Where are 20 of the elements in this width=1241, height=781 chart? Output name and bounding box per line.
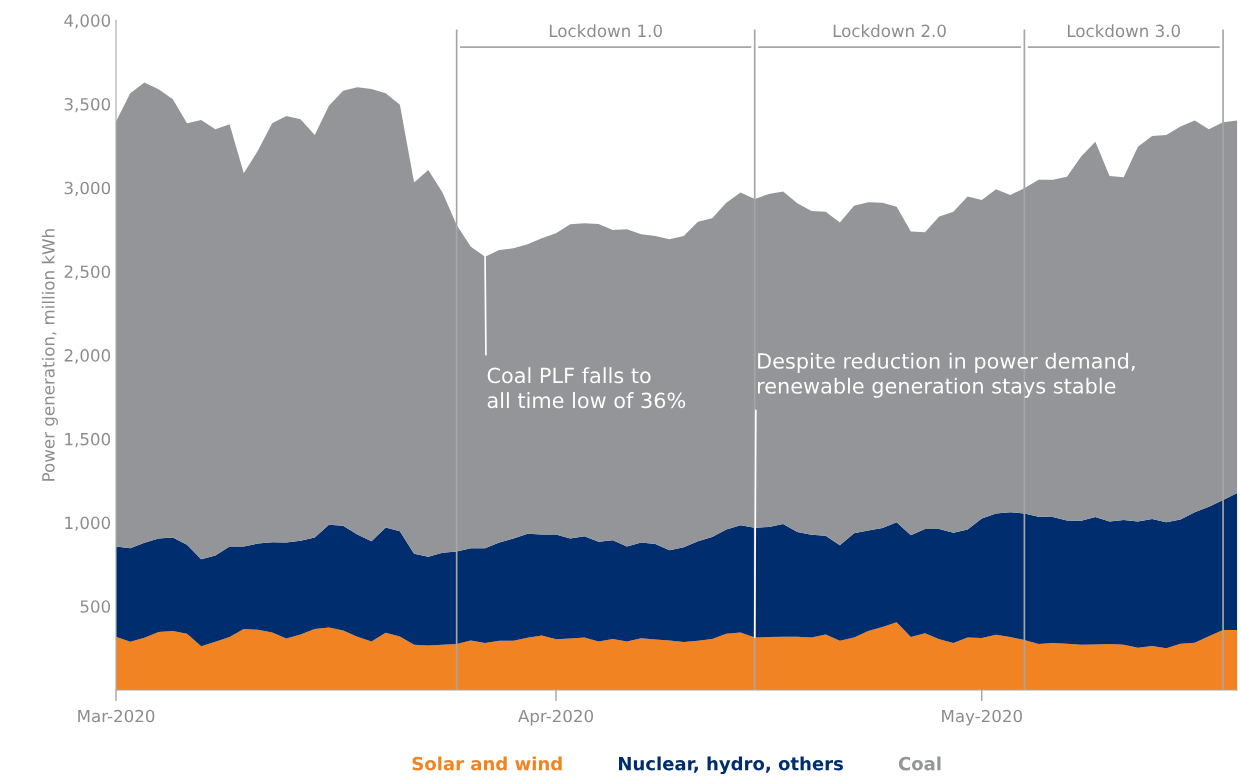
text: Solar and wind (412, 756, 562, 771)
annotation: Lockdown 1.0 (549, 24, 662, 38)
annotation: Coal PLF falls to all time low of 36% (487, 367, 686, 409)
y-tick-label: 1,500 (65, 432, 111, 448)
annotation: Despite reduction in power demand, renewable generation stays stable (758, 352, 1135, 398)
y-tick-label: 3,500 (64, 97, 111, 113)
annotation: Lockdown 3.0 (1067, 24, 1181, 38)
y-tick-label: 1,000 (65, 516, 111, 531)
y-tick-label: 2,500 (64, 265, 111, 280)
text: Nuclear, hydro, others (619, 756, 843, 775)
text: Coal (898, 756, 941, 771)
y-tick-label: 2,000 (64, 349, 111, 364)
x-tick-label: Mar-2020 (78, 709, 155, 723)
x-tick-label: Apr-2020 (518, 709, 594, 726)
y-axis-title: Power generation, million kWh (41, 229, 58, 481)
annotation: Lockdown 2.0 (833, 24, 946, 38)
y-tick-label: 3,000 (64, 181, 111, 196)
y-tick-label: 4,000 (64, 14, 111, 29)
x-tick-label: May-2020 (942, 709, 1022, 726)
y-tick-label: 500 (80, 600, 111, 613)
